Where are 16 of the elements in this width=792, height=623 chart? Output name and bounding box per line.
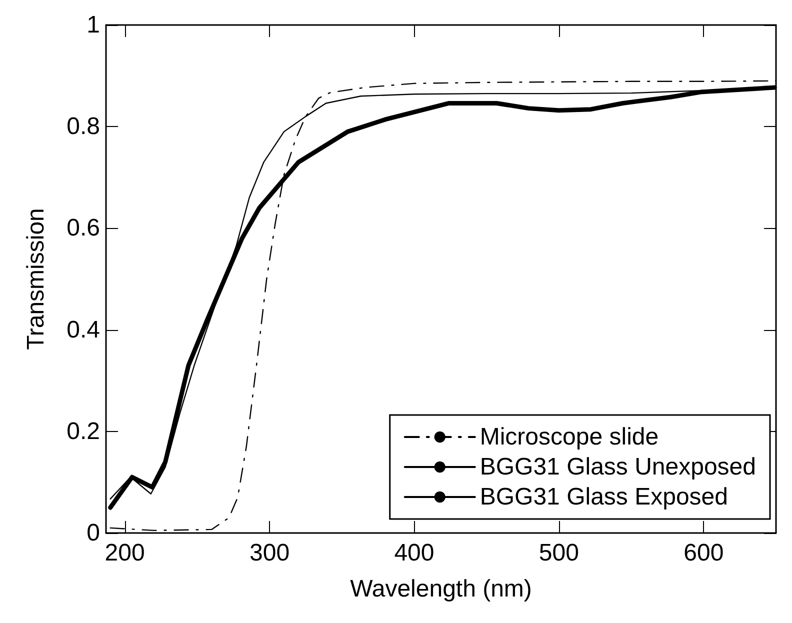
x-tick-label: 600 bbox=[684, 540, 724, 566]
legend-label: BGG31 Glass Unexposed bbox=[480, 454, 756, 480]
legend-label: BGG31 Glass Exposed bbox=[480, 484, 728, 510]
y-axis-title: Transmission bbox=[22, 208, 50, 350]
y-tick-label: 0.4 bbox=[66, 316, 100, 344]
x-tick-label: 500 bbox=[538, 540, 579, 566]
x-tick-label: 200 bbox=[104, 540, 145, 566]
y-tick-label: 0.6 bbox=[66, 214, 100, 242]
x-tick-label: 300 bbox=[249, 540, 290, 566]
y-tick-label: 1 bbox=[86, 12, 100, 38]
y-tick-label: 0.8 bbox=[66, 113, 100, 140]
y-tick-label: 0.2 bbox=[66, 418, 100, 445]
legend-label: Microscope slide bbox=[480, 424, 659, 450]
x-axis-title: Wavelength (nm) bbox=[350, 576, 532, 602]
x-tick-label: 400 bbox=[394, 540, 434, 566]
y-tick-label: 0 bbox=[86, 520, 100, 546]
